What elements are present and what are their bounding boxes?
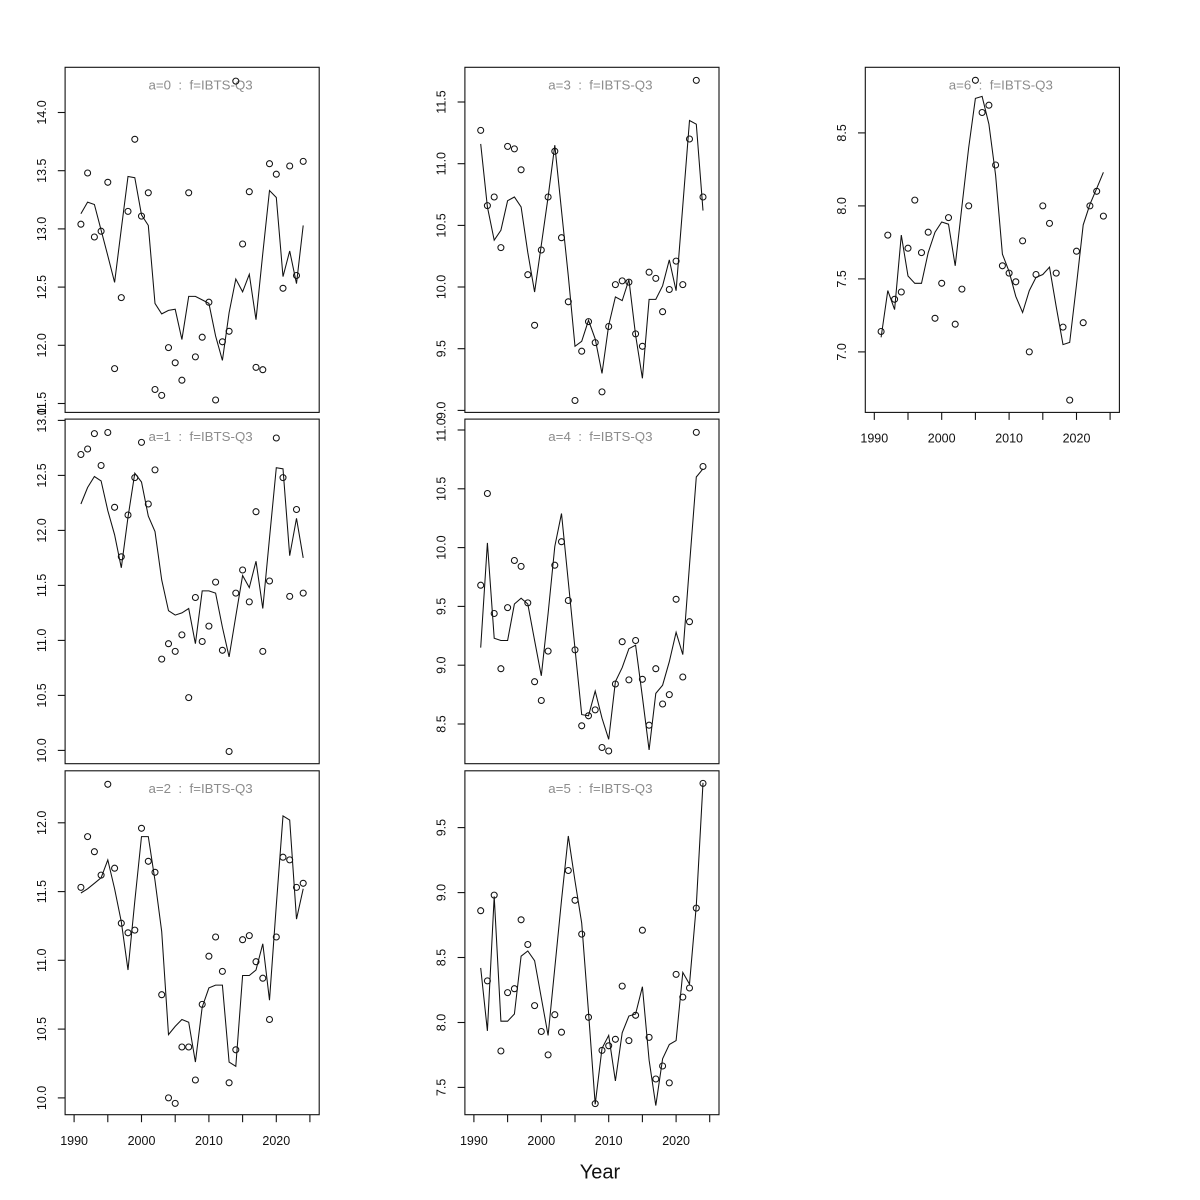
svg-text:2020: 2020	[1063, 432, 1091, 446]
svg-text:13.0: 13.0	[35, 217, 49, 241]
svg-text:12.5: 12.5	[35, 463, 49, 487]
svg-text:12.0: 12.0	[35, 518, 49, 542]
svg-text:7.5: 7.5	[435, 1079, 449, 1096]
svg-text:9.0: 9.0	[435, 884, 449, 901]
svg-text:11.5: 11.5	[35, 574, 49, 597]
svg-text:2020: 2020	[662, 1134, 690, 1148]
svg-text:2000: 2000	[928, 432, 956, 446]
svg-text:7.0: 7.0	[835, 343, 849, 360]
svg-text:10.0: 10.0	[435, 275, 449, 299]
svg-text:11.5: 11.5	[435, 90, 449, 113]
svg-text:11.5: 11.5	[35, 392, 49, 415]
svg-text:a=3 : f=IBTS-Q3: a=3 : f=IBTS-Q3	[548, 77, 652, 92]
svg-text:11.5: 11.5	[35, 880, 49, 903]
svg-text:11.0: 11.0	[435, 418, 449, 441]
svg-text:9.5: 9.5	[435, 598, 449, 615]
svg-text:1990: 1990	[60, 1134, 88, 1148]
svg-text:2010: 2010	[195, 1134, 223, 1148]
svg-text:a=1 : f=IBTS-Q3: a=1 : f=IBTS-Q3	[148, 429, 252, 444]
svg-text:13.5: 13.5	[35, 158, 49, 182]
svg-text:14.0: 14.0	[35, 100, 49, 124]
svg-text:9.5: 9.5	[435, 340, 449, 357]
svg-text:7.5: 7.5	[835, 270, 849, 287]
svg-text:10.0: 10.0	[35, 738, 49, 762]
svg-text:10.5: 10.5	[35, 1017, 49, 1041]
svg-text:2000: 2000	[527, 1134, 555, 1148]
svg-text:11.0: 11.0	[435, 152, 449, 175]
svg-text:13.0: 13.0	[35, 408, 49, 432]
svg-text:8.5: 8.5	[835, 124, 849, 141]
svg-text:a=4 : f=IBTS-Q3: a=4 : f=IBTS-Q3	[548, 429, 652, 444]
svg-text:10.0: 10.0	[35, 1086, 49, 1110]
svg-text:12.5: 12.5	[35, 275, 49, 299]
svg-text:a=0 : f=IBTS-Q3: a=0 : f=IBTS-Q3	[148, 77, 252, 92]
svg-text:1990: 1990	[860, 432, 888, 446]
svg-text:2000: 2000	[128, 1134, 156, 1148]
svg-text:8.5: 8.5	[435, 715, 449, 732]
svg-text:a=6 : f=IBTS-Q3: a=6 : f=IBTS-Q3	[949, 77, 1053, 92]
svg-text:11.0: 11.0	[35, 629, 49, 652]
svg-text:9.5: 9.5	[435, 819, 449, 836]
svg-text:8.0: 8.0	[435, 1014, 449, 1031]
svg-text:2020: 2020	[262, 1134, 290, 1148]
svg-text:a=5 : f=IBTS-Q3: a=5 : f=IBTS-Q3	[548, 781, 652, 796]
svg-text:Year: Year	[580, 1162, 621, 1184]
svg-text:a=2 : f=IBTS-Q3: a=2 : f=IBTS-Q3	[148, 781, 252, 796]
svg-text:8.5: 8.5	[435, 949, 449, 966]
svg-text:2010: 2010	[595, 1134, 623, 1148]
svg-text:1990: 1990	[460, 1134, 488, 1148]
svg-text:10.5: 10.5	[35, 683, 49, 707]
svg-text:9.0: 9.0	[435, 402, 449, 419]
svg-text:2010: 2010	[995, 432, 1023, 446]
svg-text:10.5: 10.5	[435, 477, 449, 501]
svg-text:12.0: 12.0	[35, 811, 49, 835]
svg-text:8.0: 8.0	[835, 197, 849, 214]
svg-text:11.0: 11.0	[35, 949, 49, 972]
svg-text:9.0: 9.0	[435, 656, 449, 673]
svg-text:12.0: 12.0	[35, 333, 49, 357]
svg-text:10.0: 10.0	[435, 535, 449, 559]
svg-text:10.5: 10.5	[435, 213, 449, 237]
